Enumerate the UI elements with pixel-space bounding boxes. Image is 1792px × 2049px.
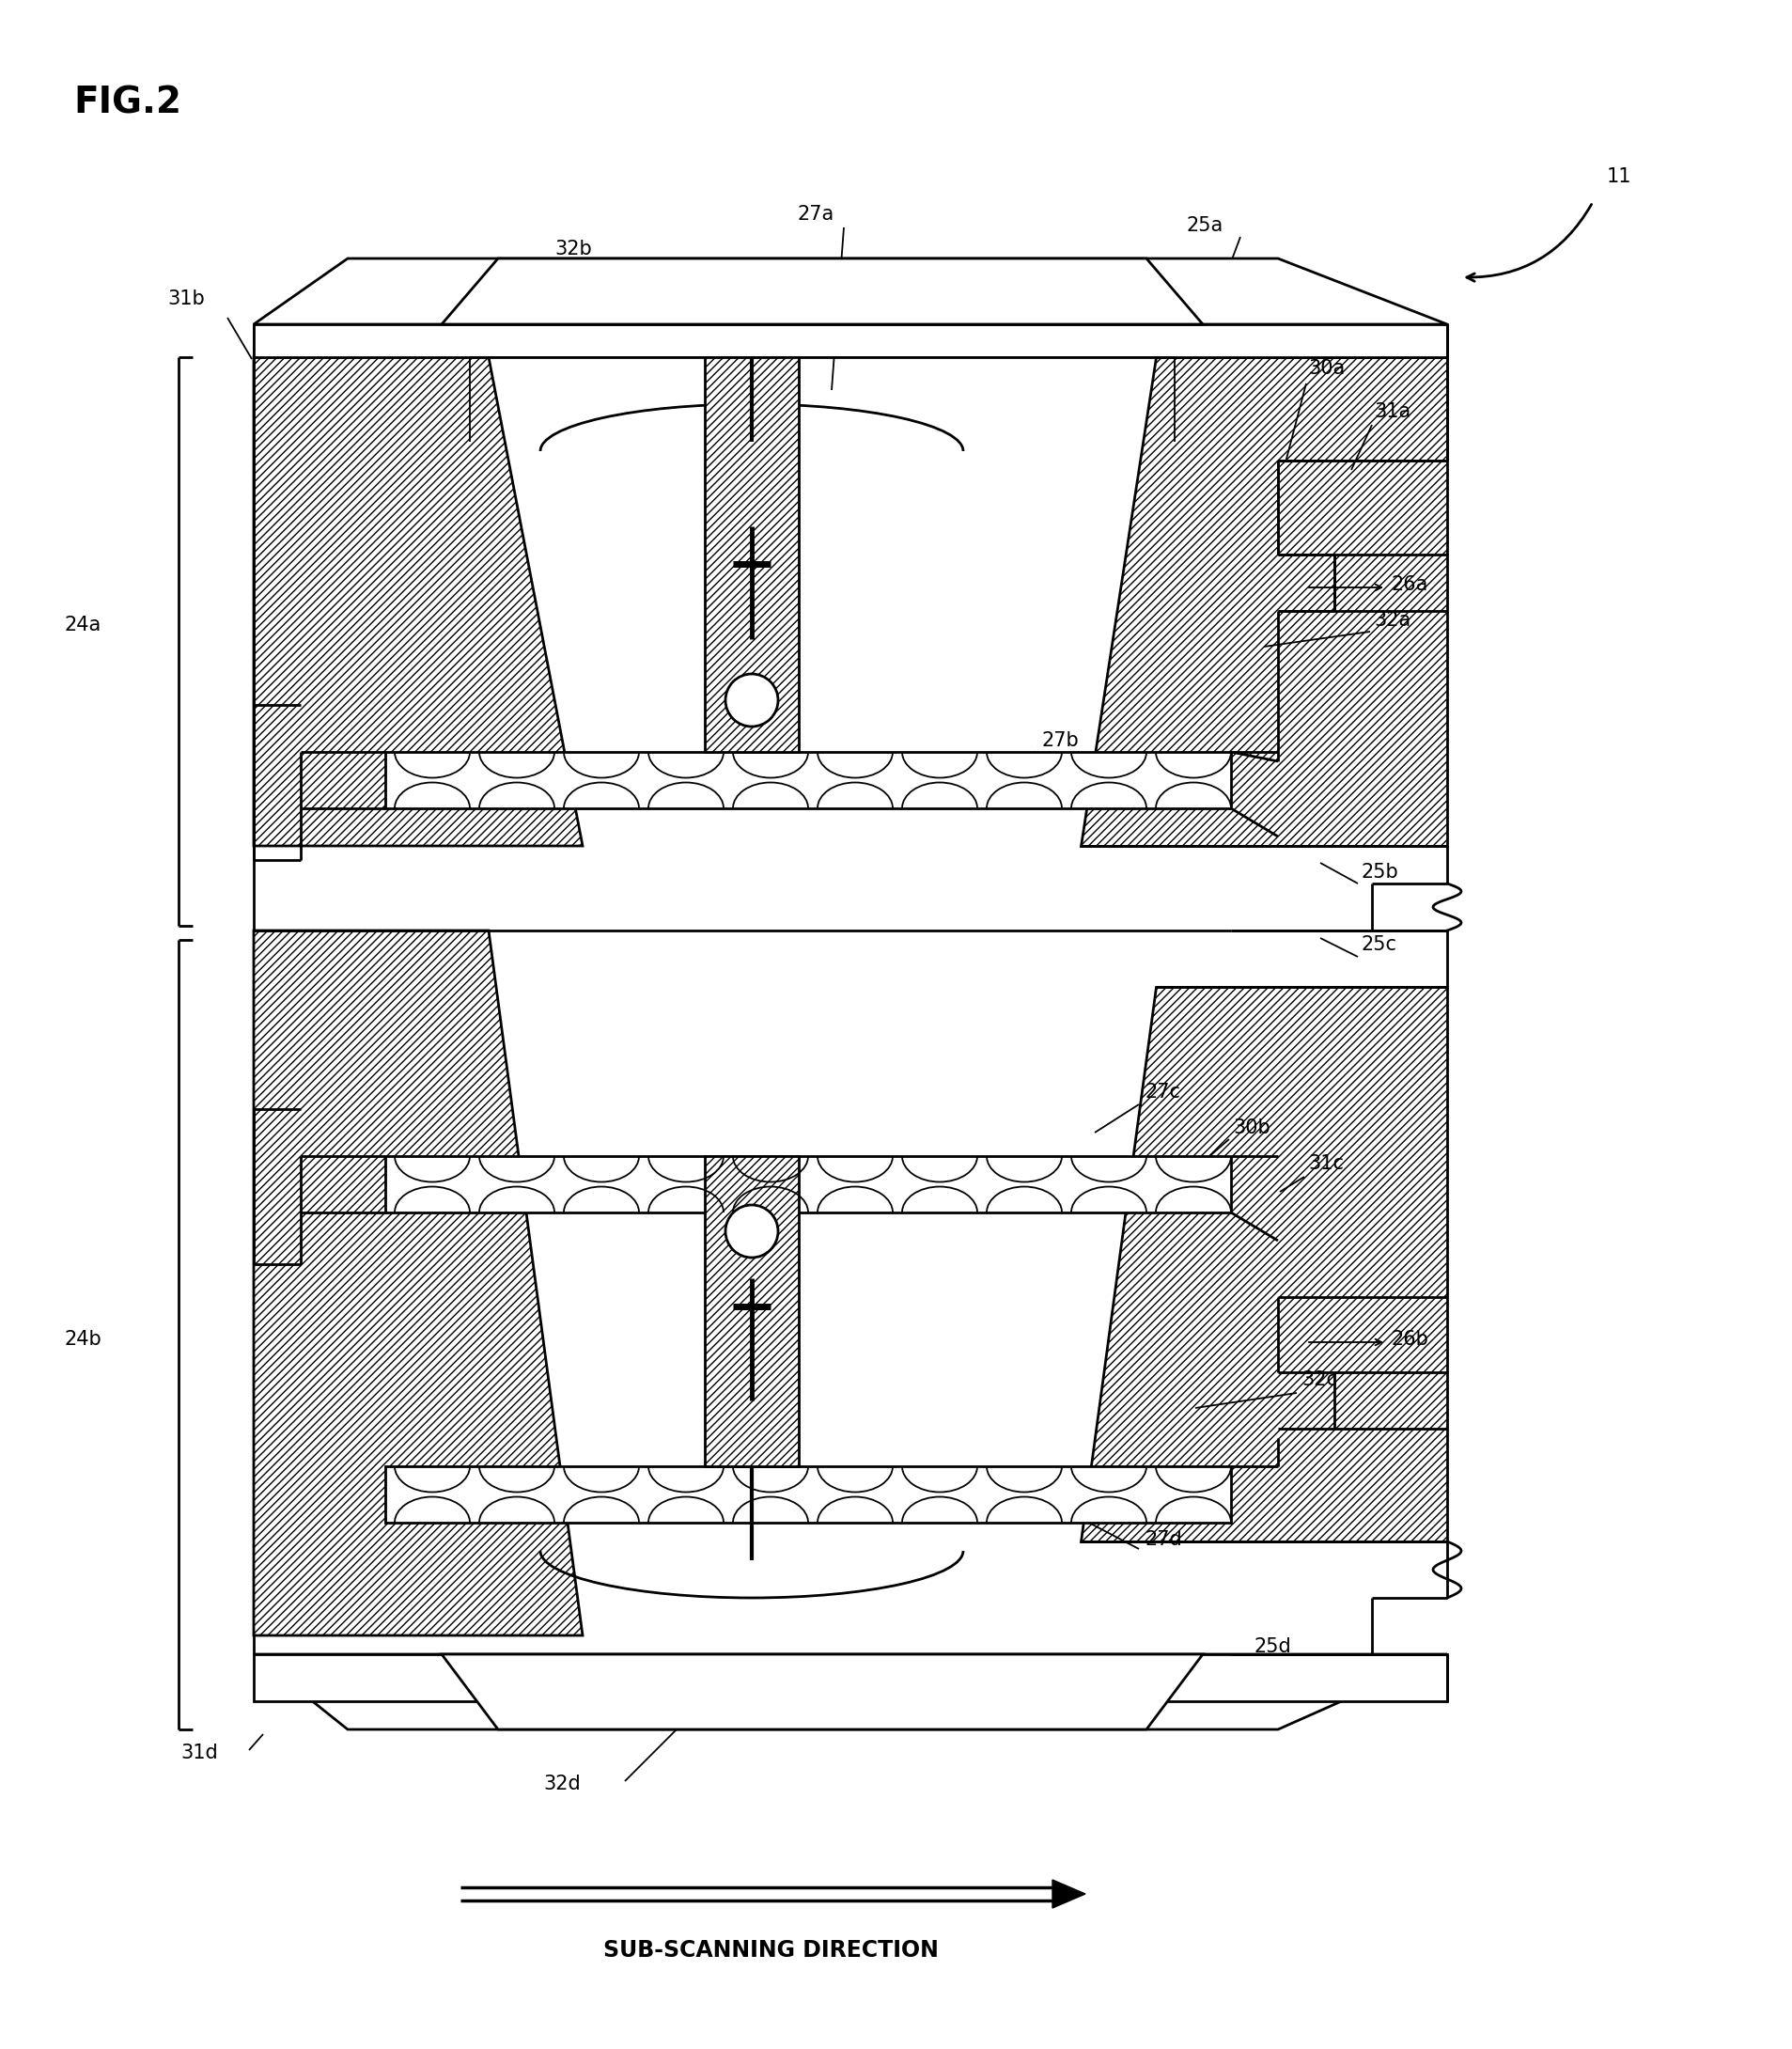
Polygon shape [254, 1654, 1448, 1729]
Polygon shape [385, 1156, 1231, 1213]
Polygon shape [1081, 988, 1448, 1541]
Text: 25a: 25a [1186, 217, 1222, 236]
Text: 11: 11 [1607, 168, 1633, 186]
Text: 27b: 27b [1041, 731, 1079, 750]
Text: 32a: 32a [1374, 611, 1410, 629]
Polygon shape [254, 324, 1448, 357]
Text: 27c: 27c [1145, 1082, 1181, 1102]
Text: 32c: 32c [1301, 1371, 1337, 1389]
Text: 31d: 31d [181, 1744, 219, 1762]
Text: 31c: 31c [1308, 1154, 1344, 1172]
Polygon shape [254, 258, 1448, 324]
Text: 32d: 32d [543, 1774, 581, 1793]
Text: FIG.2: FIG.2 [73, 84, 181, 121]
Circle shape [726, 1205, 778, 1258]
Text: 30a: 30a [1308, 359, 1346, 377]
Polygon shape [1052, 1879, 1086, 1908]
Text: SUB-SCANNING DIRECTION: SUB-SCANNING DIRECTION [602, 1938, 939, 1961]
Text: 25c: 25c [1360, 934, 1396, 955]
Text: 25b: 25b [1360, 863, 1398, 881]
Text: 25d: 25d [1254, 1637, 1292, 1656]
Text: 24a: 24a [65, 615, 102, 635]
Text: 24b: 24b [65, 1330, 102, 1348]
Polygon shape [1081, 357, 1448, 846]
Text: 26a: 26a [1391, 576, 1428, 594]
Polygon shape [254, 930, 582, 1635]
Text: 31a: 31a [1374, 402, 1410, 422]
Text: 31b: 31b [167, 289, 204, 307]
Text: 27d: 27d [1145, 1531, 1183, 1549]
Polygon shape [704, 1156, 799, 1467]
Text: 26b: 26b [1391, 1330, 1428, 1348]
Polygon shape [254, 1654, 1448, 1701]
Circle shape [726, 674, 778, 727]
Polygon shape [385, 752, 1231, 807]
Polygon shape [254, 357, 582, 846]
Text: 27a: 27a [797, 205, 833, 223]
Text: 30b: 30b [1233, 1119, 1271, 1137]
Text: 32b: 32b [554, 240, 591, 258]
Polygon shape [441, 258, 1202, 324]
Polygon shape [441, 1654, 1202, 1729]
Polygon shape [704, 357, 799, 752]
Polygon shape [385, 1467, 1231, 1522]
